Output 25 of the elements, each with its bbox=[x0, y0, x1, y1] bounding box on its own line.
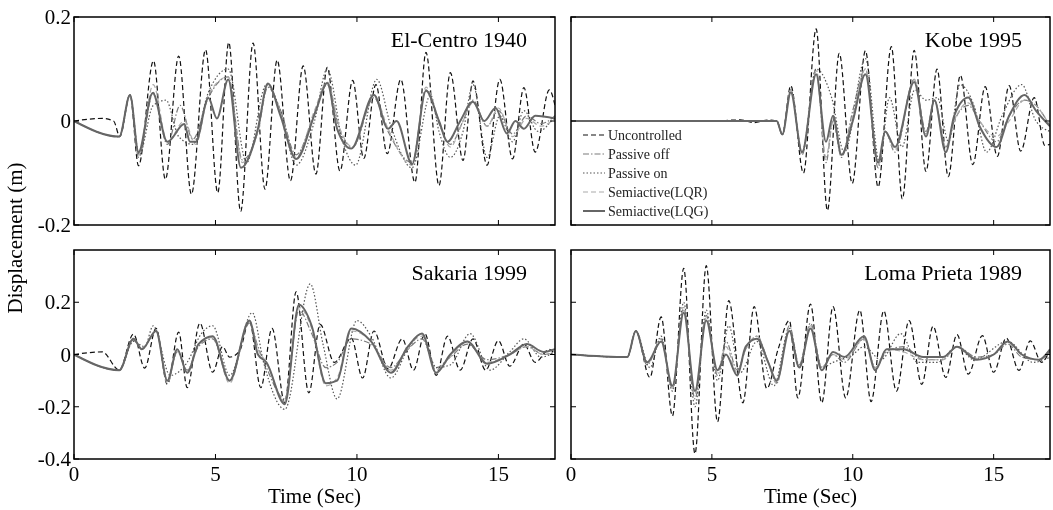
y-tick-label: 0.2 bbox=[44, 290, 71, 315]
x-tick-label: 10 bbox=[346, 462, 368, 486]
y-tick-label: 0.2 bbox=[44, 5, 71, 29]
legend-label: Semiactive(LQR) bbox=[608, 185, 708, 201]
y-tick-label: -0.2 bbox=[37, 213, 71, 237]
x-tick-label: 15 bbox=[487, 462, 509, 486]
text: Sakaria 1999 bbox=[411, 260, 527, 285]
x-tick-label: 0 bbox=[565, 462, 577, 486]
y-axis-title: Displacement (m) bbox=[3, 162, 27, 314]
text: Loma Prieta 1989 bbox=[864, 260, 1022, 285]
x-tick-label: 10 bbox=[842, 462, 864, 486]
legend-label: Passive on bbox=[608, 166, 668, 181]
x-tick-label: 5 bbox=[706, 462, 718, 486]
y-tick-label: -0.2 bbox=[37, 394, 71, 419]
x-axis-title: Time (Sec) bbox=[763, 484, 858, 508]
x-tick-label: 15 bbox=[983, 462, 1005, 486]
legend-label: Passive off bbox=[608, 147, 670, 162]
legend-label: Semiactive(LQG) bbox=[608, 204, 709, 220]
y-tick-label: 0 bbox=[60, 109, 71, 133]
x-tick-label: 5 bbox=[210, 462, 221, 486]
y-tick-label: 0 bbox=[60, 342, 71, 367]
text: Kobe 1995 bbox=[924, 27, 1022, 52]
text: El-Centro 1940 bbox=[390, 27, 527, 52]
legend-label: Uncontrolled bbox=[608, 128, 682, 143]
x-axis-title: Time (Sec) bbox=[267, 484, 362, 508]
